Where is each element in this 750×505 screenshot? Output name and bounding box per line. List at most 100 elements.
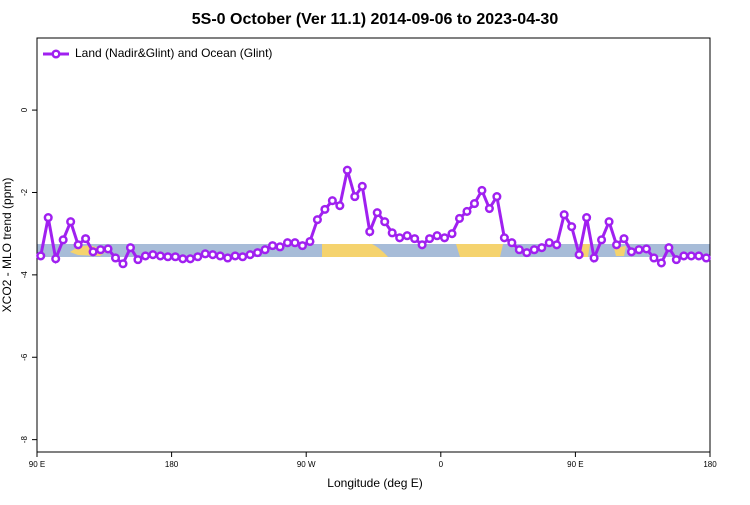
point [537, 243, 547, 253]
point [432, 231, 442, 241]
point [679, 251, 689, 261]
x-tick-label: 0 [439, 460, 444, 469]
point [626, 247, 637, 257]
point [148, 250, 158, 260]
point [372, 208, 382, 218]
y-tick-label: 0 [20, 107, 29, 112]
point [58, 235, 68, 245]
point [140, 251, 150, 261]
point [544, 238, 554, 248]
x-tick-label: 180 [703, 460, 717, 469]
x-tick-label: 180 [165, 460, 179, 469]
point [170, 252, 180, 262]
y-tick-label: -6 [20, 353, 29, 361]
point [357, 181, 367, 191]
point [574, 250, 584, 260]
point [664, 243, 674, 253]
point [604, 217, 614, 227]
point [253, 248, 263, 258]
point [43, 213, 53, 223]
point [36, 251, 46, 261]
point [417, 240, 427, 250]
point [51, 254, 61, 264]
point [178, 254, 188, 264]
point [567, 222, 577, 232]
point [268, 241, 278, 251]
point [81, 234, 91, 244]
point [327, 196, 337, 206]
y-tick-label: -4 [20, 271, 29, 279]
point [223, 253, 233, 263]
point [312, 215, 322, 225]
point [365, 227, 375, 237]
point [103, 244, 113, 254]
y-tick-label: -2 [20, 188, 29, 196]
y-tick-label: -8 [20, 436, 29, 444]
point [290, 238, 300, 248]
point [439, 233, 450, 243]
point [425, 234, 435, 244]
point [454, 213, 465, 223]
point [477, 185, 487, 195]
point [335, 201, 345, 211]
point [118, 259, 128, 269]
point [96, 245, 106, 255]
point [582, 213, 592, 223]
point [163, 252, 173, 262]
point [125, 243, 136, 253]
point [701, 253, 711, 263]
point [529, 245, 539, 255]
plot-frame [36, 37, 711, 453]
point [619, 234, 629, 244]
point [215, 251, 225, 261]
point [656, 258, 666, 268]
legend-label: Land (Nadir&Glint) and Ocean (Glint) [75, 46, 272, 60]
point [492, 192, 502, 202]
surface-band [37, 244, 710, 257]
point [282, 238, 293, 248]
x-axis-label: Longitude (deg E) [327, 476, 422, 490]
point [260, 245, 270, 255]
point [110, 253, 121, 263]
point [387, 228, 397, 238]
point [649, 253, 659, 263]
point [320, 204, 330, 214]
point [185, 254, 195, 264]
point [402, 231, 412, 241]
x-tick-label: 90 W [297, 460, 316, 469]
point [238, 252, 248, 262]
x-tick-label: 90 E [567, 460, 583, 469]
point [671, 255, 681, 265]
point [133, 255, 143, 265]
point [88, 247, 98, 257]
point [275, 242, 285, 252]
y-axis-label: XCO2 - MLO trend (ppm) [0, 178, 14, 313]
point [686, 251, 696, 261]
point [522, 248, 532, 258]
point [499, 233, 509, 243]
point [230, 251, 240, 261]
point [514, 245, 524, 255]
point [66, 217, 76, 227]
point [634, 245, 644, 255]
point [208, 250, 218, 260]
chart-title: 5S-0 October (Ver 11.1) 2014-09-06 to 20… [192, 11, 559, 28]
point [200, 249, 210, 259]
point [73, 240, 83, 250]
point [380, 217, 390, 227]
point [507, 238, 517, 248]
point [305, 236, 315, 247]
point [342, 165, 352, 175]
point [447, 229, 457, 239]
point [297, 241, 308, 251]
point [245, 250, 255, 260]
point [462, 206, 472, 216]
x-tick-label: 90 E [29, 460, 45, 469]
point [597, 235, 607, 245]
point [193, 252, 203, 262]
point [155, 251, 165, 261]
point [694, 251, 704, 261]
point [410, 234, 420, 244]
point [611, 240, 622, 250]
